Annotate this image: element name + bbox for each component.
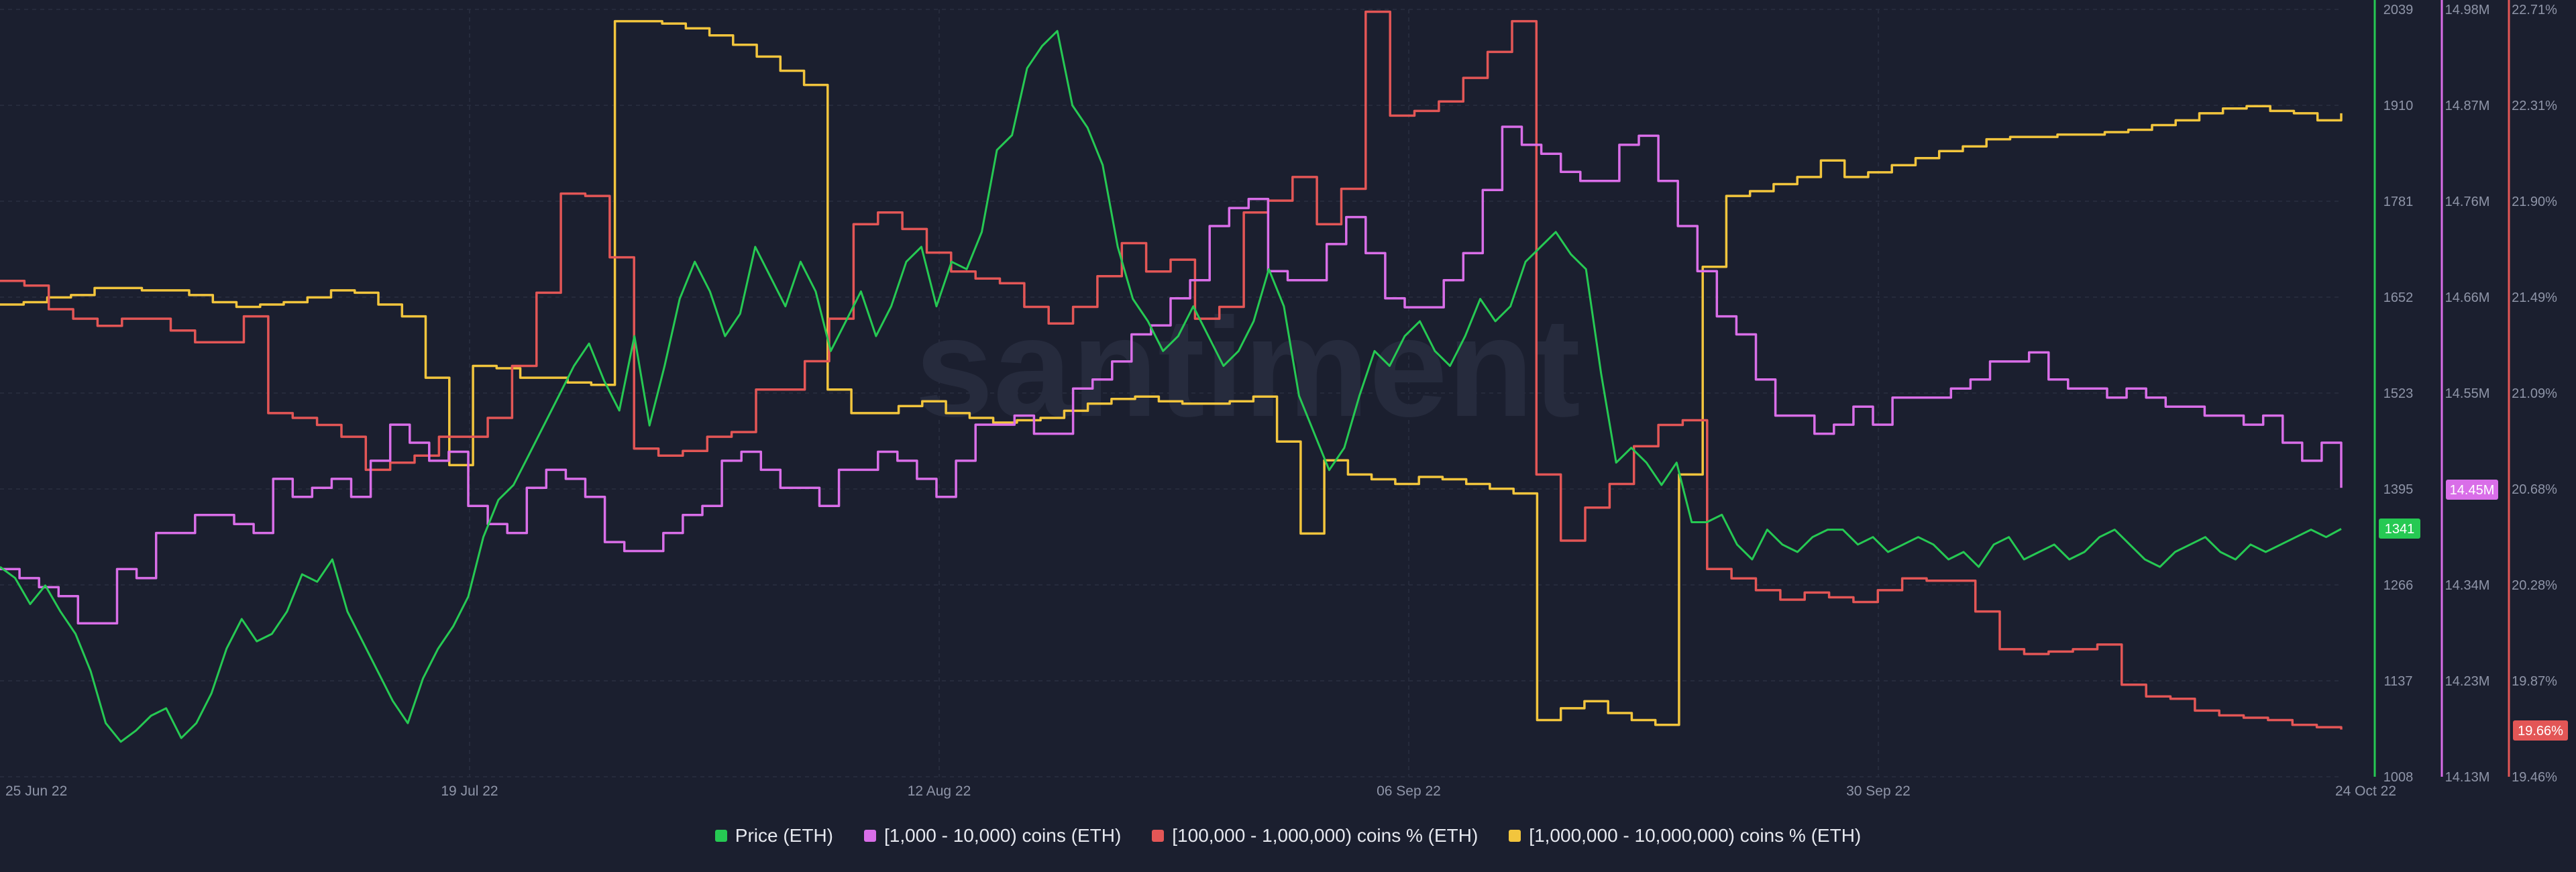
- y-tick-label-mid_holders: 14.87M: [2445, 99, 2490, 113]
- y-tick-label-price: 1395: [2383, 482, 2414, 497]
- legend-label: [100,000 - 1,000,000) coins % (ETH): [1172, 825, 1479, 846]
- legend-item[interactable]: [100,000 - 1,000,000) coins % (ETH): [1152, 825, 1478, 847]
- x-tick-label: 30 Sep 22: [1846, 783, 1911, 799]
- y-tick-label-mid_holders: 14.55M: [2445, 386, 2490, 401]
- legend-label: Price (ETH): [735, 825, 833, 846]
- y-tick-label-price: 1137: [2383, 674, 2412, 689]
- legend-swatch: [1509, 830, 1521, 842]
- y-tick-label-mid_holders: 14.13M: [2445, 770, 2490, 785]
- series-layer: [0, 10, 2343, 743]
- current-value-tag-pct: [2513, 720, 2568, 741]
- legend-label: [1,000,000 - 10,000,000) coins % (ETH): [1529, 825, 1862, 846]
- x-tick-label: 19 Jul 22: [441, 783, 498, 799]
- legend-item[interactable]: [1,000 - 10,000) coins (ETH): [864, 825, 1121, 847]
- x-tick-label: 24 Oct 22: [2335, 783, 2396, 799]
- x-tick-label: 12 Aug 22: [908, 783, 971, 799]
- current-value-label-mid_holders: 14.45M: [2450, 483, 2495, 498]
- y-tick-label-pct: 21.90%: [2512, 195, 2557, 209]
- y-tick-label-price: 1523: [2383, 386, 2414, 401]
- legend-swatch: [1152, 830, 1165, 842]
- series-line-1: [0, 125, 2343, 624]
- current-value-tag-price: [2379, 519, 2420, 539]
- x-tick-label: 06 Sep 22: [1377, 783, 1441, 799]
- y-tick-label-pct: 20.28%: [2512, 578, 2557, 593]
- x-tick-label: 25 Jun 22: [5, 783, 67, 799]
- current-value-tag-mid_holders: [2446, 480, 2498, 500]
- series-line-3: [0, 19, 2343, 726]
- y-tick-label-mid_holders: 14.23M: [2445, 674, 2490, 689]
- legend-item[interactable]: [1,000,000 - 10,000,000) coins % (ETH): [1509, 825, 1861, 847]
- y-tick-label-price: 1008: [2383, 770, 2414, 785]
- legend-item[interactable]: Price (ETH): [714, 825, 833, 847]
- y-tick-label-mid_holders: 14.66M: [2445, 290, 2490, 305]
- legend-swatch: [714, 830, 727, 842]
- chart-legend: Price (ETH) [1,000 - 10,000) coins (ETH) […: [0, 825, 2576, 847]
- y-tick-label-price: 1781: [2383, 195, 2414, 209]
- legend-swatch: [864, 830, 876, 842]
- current-value-label-price: 1341: [2385, 522, 2415, 537]
- current-value-label-pct: 19.66%: [2518, 724, 2563, 739]
- legend-label: [1,000 - 10,000) coins (ETH): [884, 825, 1122, 846]
- series-line-2: [0, 10, 2343, 730]
- y-tick-label-price: 1266: [2383, 578, 2414, 593]
- y-tick-label-pct: 21.09%: [2512, 386, 2557, 401]
- y-tick-label-pct: 22.31%: [2512, 99, 2557, 113]
- y-tick-label-pct: 19.46%: [2512, 770, 2557, 785]
- y-tick-label-price: 1910: [2383, 99, 2414, 113]
- y-tick-label-pct: 21.49%: [2512, 290, 2557, 305]
- y-tick-label-mid_holders: 14.76M: [2445, 195, 2490, 209]
- y-tick-label-pct: 22.71%: [2512, 3, 2557, 17]
- y-tick-label-price: 2039: [2383, 3, 2414, 17]
- y-tick-label-pct: 20.68%: [2512, 482, 2557, 497]
- grid-lines: [0, 9, 2341, 777]
- y-tick-label-mid_holders: 14.34M: [2445, 578, 2490, 593]
- y-tick-label-pct: 19.87%: [2512, 674, 2557, 689]
- series-line-0: [0, 30, 2342, 743]
- axes-layer: 25 Jun 22 19 Jul 22 12 Aug 22 06 Sep 22 30 S…: [5, 0, 2568, 799]
- y-tick-label-price: 1652: [2383, 290, 2414, 305]
- y-tick-label-mid_holders: 14.98M: [2445, 3, 2490, 17]
